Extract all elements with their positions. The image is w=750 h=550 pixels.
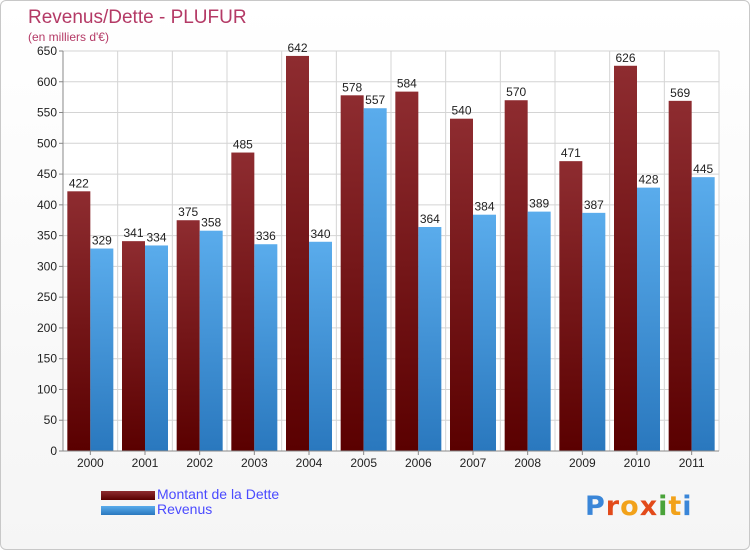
bar-dette <box>340 95 364 452</box>
tick-label-y: 550 <box>37 106 57 120</box>
tick-label-y: 150 <box>37 352 57 366</box>
data-label-revenus: 387 <box>584 198 604 212</box>
tick-label-y: 100 <box>37 382 57 396</box>
bar-dette <box>122 241 145 451</box>
data-label-dette: 570 <box>506 85 526 99</box>
tick-label-y: 450 <box>37 167 57 181</box>
tick-label-y: 400 <box>37 198 57 212</box>
bar-revenus <box>199 230 223 451</box>
bar-revenus <box>527 211 551 451</box>
tick-label-y: 500 <box>37 136 57 150</box>
bar-dette <box>231 152 255 452</box>
bar-revenus <box>145 245 168 451</box>
legend-swatch-revenus <box>101 506 155 515</box>
bar-revenus <box>473 214 496 451</box>
tick-label-y: 650 <box>37 44 57 58</box>
data-label-dette: 540 <box>451 104 471 118</box>
data-label-revenus: 358 <box>201 216 221 230</box>
data-label-revenus: 336 <box>256 229 276 243</box>
bar-revenus <box>418 227 442 451</box>
data-label-revenus: 557 <box>365 93 385 107</box>
bar-revenus <box>637 187 660 451</box>
tick-label-y: 50 <box>44 413 58 427</box>
bar-dette <box>668 100 692 451</box>
tick-label-x: 2000 <box>77 456 104 470</box>
bar-revenus <box>90 248 114 451</box>
axis-layer: 0 50 100 150 200 250 300 350 400 450 500 550 600 650 2… <box>37 44 719 470</box>
tick-label-y: 250 <box>37 290 57 304</box>
data-label-revenus: 364 <box>420 212 440 226</box>
bar-revenus <box>309 241 332 451</box>
data-label-dette: 569 <box>670 86 690 100</box>
data-label-revenus: 384 <box>474 200 494 214</box>
tick-label-x: 2004 <box>296 456 323 470</box>
data-label-dette: 584 <box>397 77 417 91</box>
tick-label-x: 2006 <box>405 456 432 470</box>
bar-dette <box>559 161 583 451</box>
bar-revenus <box>582 212 606 451</box>
bar-dette <box>450 118 473 451</box>
data-label-revenus: 445 <box>693 162 713 176</box>
tick-label-y: 350 <box>37 229 57 243</box>
data-label-dette: 471 <box>561 146 581 160</box>
data-label-revenus: 389 <box>529 197 549 211</box>
bar-revenus <box>254 244 278 451</box>
data-label-dette: 626 <box>615 51 635 65</box>
legend-label-dette: Montant de la Dette <box>157 486 280 502</box>
data-label-revenus: 329 <box>92 234 112 248</box>
data-label-dette: 375 <box>178 205 198 219</box>
tick-label-x: 2011 <box>679 456 705 470</box>
chart-subtitle: (en milliers d'€) <box>28 30 109 44</box>
bar-dette <box>395 91 419 451</box>
tick-label-y: 200 <box>37 321 57 335</box>
data-label-dette: 578 <box>342 80 362 94</box>
tick-label-x: 2002 <box>186 456 213 470</box>
proxiti-logo: Proxiti <box>585 491 693 522</box>
legend-label-revenus: Revenus <box>157 501 213 517</box>
chart-title: Revenus/Dette - PLUFUR <box>28 7 247 28</box>
bar-dette <box>286 55 309 452</box>
tick-label-y: 300 <box>37 259 57 273</box>
bar-dette <box>67 191 91 452</box>
bar-dette <box>176 220 200 451</box>
bar-dette <box>614 65 637 452</box>
legend-swatch-dette <box>101 491 155 500</box>
data-label-dette: 642 <box>287 41 307 55</box>
data-label-revenus: 428 <box>638 173 658 187</box>
bar-revenus <box>363 108 387 451</box>
tick-label-y: 0 <box>50 444 57 458</box>
bar-dette <box>504 100 528 451</box>
tick-label-x: 2001 <box>132 456 159 470</box>
tick-label-y: 600 <box>37 75 57 89</box>
grid-layer <box>62 50 720 452</box>
data-label-dette: 341 <box>123 226 143 240</box>
data-label-dette: 485 <box>233 138 253 152</box>
tick-label-x: 2008 <box>514 456 541 470</box>
bar-revenus <box>691 177 715 451</box>
data-label-dette: 422 <box>69 176 89 190</box>
bars-layer <box>67 55 715 452</box>
tick-label-x: 2010 <box>624 456 651 470</box>
data-label-revenus: 340 <box>310 227 330 241</box>
tick-label-x: 2003 <box>241 456 268 470</box>
data-label-revenus: 334 <box>146 230 166 244</box>
tick-label-x: 2005 <box>350 456 377 470</box>
tick-label-x: 2007 <box>460 456 487 470</box>
tick-label-x: 2009 <box>569 456 596 470</box>
